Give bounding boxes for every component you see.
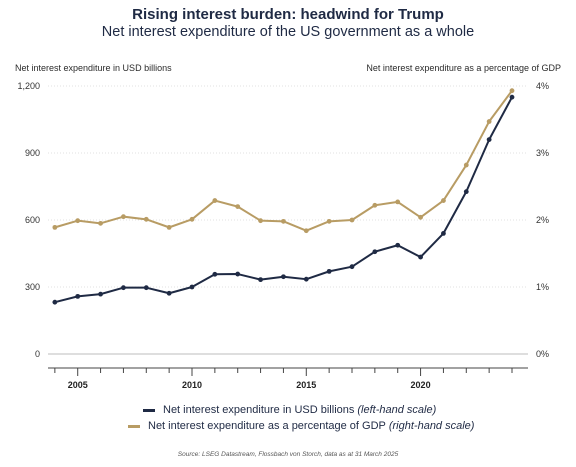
gdp-data-point [509, 88, 515, 94]
x-tick-label: 2005 [68, 380, 88, 390]
gdp-data-point [303, 228, 309, 234]
usd-data-point [326, 268, 332, 274]
left-axis-label: Net interest expenditure in USD billions [15, 63, 172, 73]
y-right-tick-label: 4% [536, 81, 549, 91]
gdp-data-point [372, 202, 378, 208]
usd-data-point [486, 137, 492, 143]
gdp-data-point [75, 218, 81, 224]
gdp-data-point [486, 119, 492, 124]
y-left-tick-label: 1,200 [17, 81, 40, 91]
legend-item-usd: Net interest expenditure in USD billions… [143, 404, 436, 416]
usd-data-point [418, 254, 423, 260]
usd-data-point [98, 291, 103, 297]
gdp-data-point [166, 224, 172, 230]
gdp-data-point [52, 224, 58, 230]
legend-item-gdp: Net interest expenditure as a percentage… [128, 420, 474, 432]
gdp-data-point [189, 216, 195, 222]
usd-data-point [189, 284, 195, 290]
usd-data-point [372, 249, 378, 255]
legend-label-usd: Net interest expenditure in USD billions [163, 404, 355, 416]
usd-data-point [349, 264, 355, 270]
usd-data-point [463, 189, 469, 195]
x-tick-label: 2020 [411, 380, 431, 390]
gdp-data-point [463, 162, 469, 168]
x-tick-label: 2010 [182, 380, 202, 390]
y-left-tick-label: 0 [35, 349, 40, 359]
legend-note-left-scale: (left-hand scale) [357, 404, 437, 416]
y-left-tick-label: 900 [25, 148, 40, 158]
usd-data-point [395, 242, 401, 248]
gdp-data-point [258, 218, 263, 224]
usd-data-point [166, 290, 172, 296]
gdp-data-point [395, 199, 401, 205]
gdp-series-line [54, 90, 513, 232]
usd-data-point [143, 285, 149, 291]
usd-data-point [121, 285, 126, 291]
y-left-tick-label: 300 [25, 282, 40, 292]
y-right-tick-label: 1% [536, 282, 549, 292]
legend-swatch-gold [128, 424, 140, 428]
gdp-data-point [212, 198, 218, 203]
chart-title: Rising interest burden: headwind for Tru… [132, 6, 444, 23]
legend-swatch-navy [143, 408, 155, 412]
gdp-data-point [349, 217, 355, 223]
usd-data-point [52, 299, 58, 305]
gdp-data-point [121, 214, 126, 220]
usd-data-point [303, 276, 309, 282]
usd-data-point [212, 271, 218, 277]
gdp-data-point [441, 198, 446, 203]
y-right-tick-label: 3% [536, 148, 549, 158]
usd-data-point [235, 271, 241, 277]
usd-data-point [281, 274, 286, 280]
y-right-tick-label: 2% [536, 215, 549, 225]
usd-data-point [258, 277, 263, 283]
usd-data-point [509, 94, 515, 100]
legend-label-gdp: Net interest expenditure as a percentage… [148, 420, 386, 432]
gdp-data-point [143, 216, 149, 222]
chart-subtitle: Net interest expenditure of the US gover… [101, 24, 475, 40]
source-note: Source: LSEG Datastream, Flossbach von S… [177, 451, 399, 458]
gdp-data-point [281, 218, 286, 224]
legend-note-right-scale: (right-hand scale) [388, 420, 475, 432]
usd-data-point [441, 231, 446, 236]
y-left-tick-label: 600 [25, 215, 40, 225]
right-axis-label: Net interest expenditure as a percentage… [366, 63, 561, 73]
gdp-data-point [98, 220, 103, 226]
usd-data-point [75, 293, 81, 299]
y-right-tick-label: 0% [536, 349, 549, 359]
gdp-data-point [418, 214, 423, 220]
x-tick-label: 2015 [296, 380, 316, 390]
gdp-data-point [326, 218, 332, 224]
gdp-data-point [235, 204, 241, 210]
